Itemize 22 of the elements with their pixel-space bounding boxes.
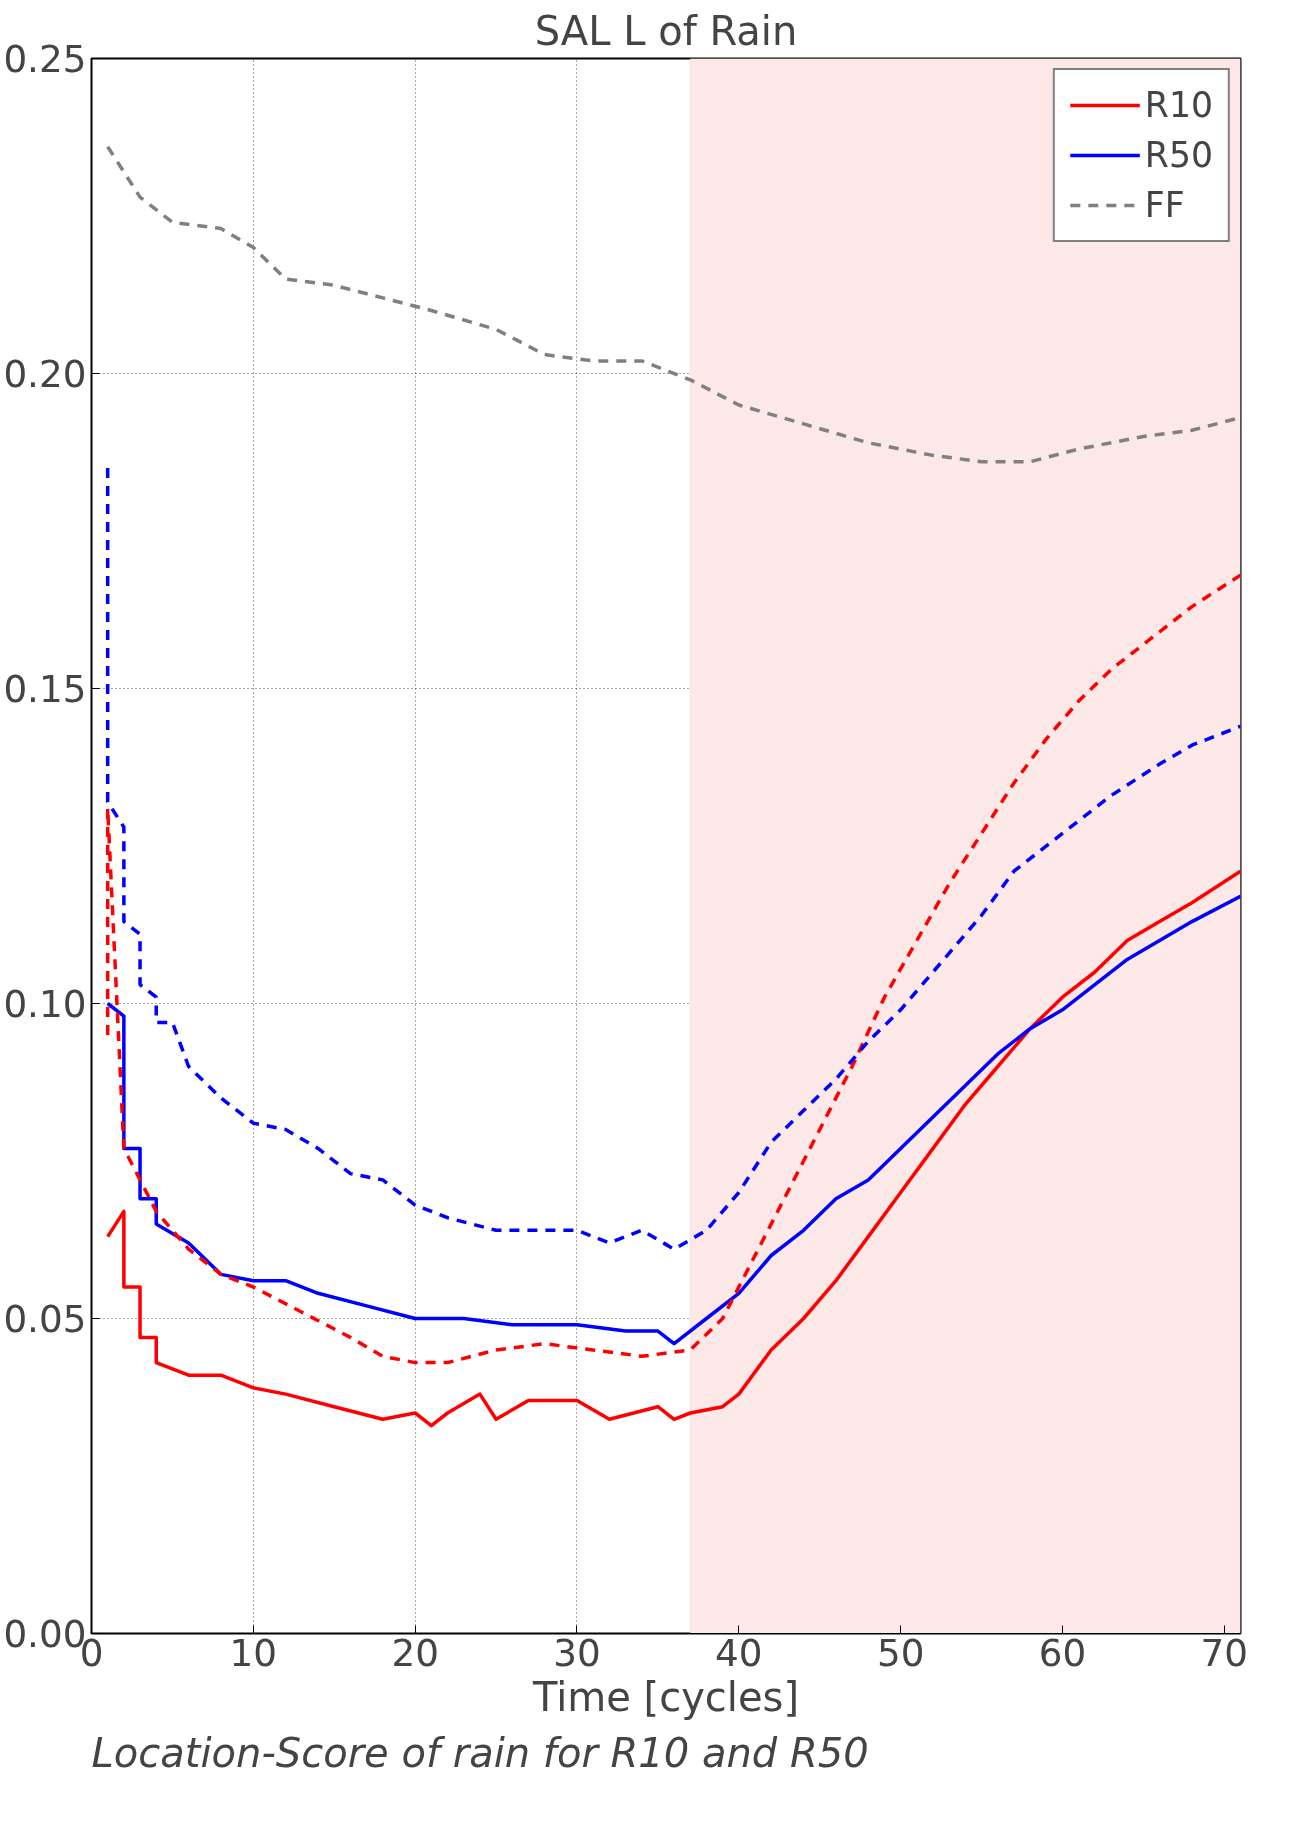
y-tick-label: 0.10 (3, 982, 87, 1026)
x-tick-label: 70 (1200, 1630, 1249, 1675)
x-tick-label: 30 (553, 1630, 601, 1675)
y-tick-label: 0.15 (3, 667, 87, 711)
line-series (105, 573, 1241, 1365)
y-tick-label: 0.25 (3, 37, 87, 81)
y-tick-label: 0.20 (3, 352, 87, 396)
x-tick-label: 10 (229, 1630, 278, 1675)
legend-label: FF (1144, 185, 1185, 225)
line-series (105, 894, 1241, 1346)
y-tick-label: 0.05 (3, 1297, 87, 1341)
x-tick-label: 20 (391, 1630, 439, 1675)
text: Location-Score of rain for R10 and R50 (91, 1729, 869, 1776)
line-series (105, 869, 1241, 1428)
x-tick-label: 50 (876, 1630, 925, 1675)
x-axis-title: Time [cycles] (531, 1673, 800, 1720)
x-tick-label: 60 (1038, 1630, 1087, 1675)
legend-label: R50 (1144, 135, 1213, 175)
chart-title: SAL L of Rain (534, 7, 798, 54)
legend-label: R10 (1144, 85, 1213, 125)
x-tick-label: 40 (715, 1630, 763, 1675)
line-series (105, 466, 1241, 1251)
